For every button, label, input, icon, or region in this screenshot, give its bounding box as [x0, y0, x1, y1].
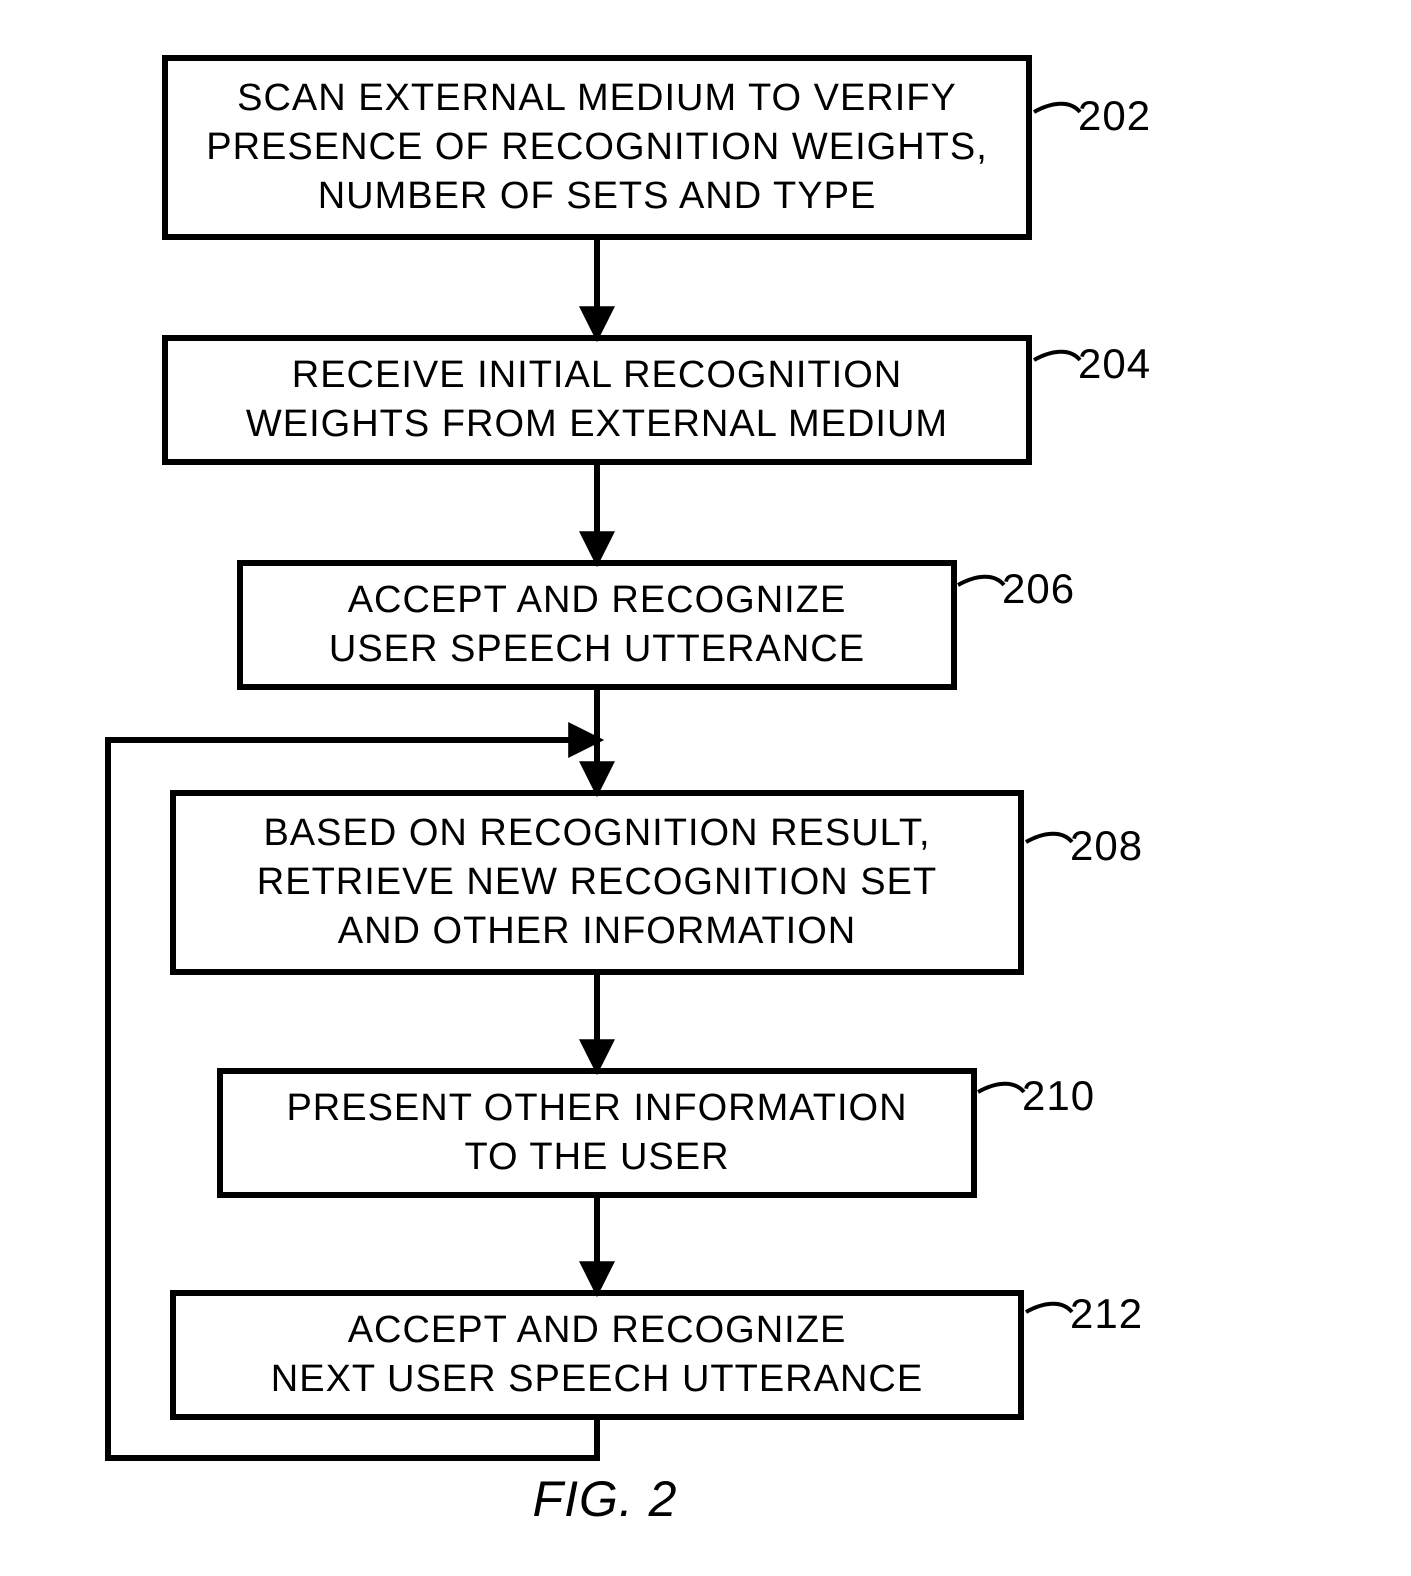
flowchart-step-b206: ACCEPT AND RECOGNIZEUSER SPEECH UTTERANC…	[237, 560, 957, 690]
reference-label-202: 202	[1078, 92, 1151, 140]
callout-b210	[978, 1084, 1024, 1092]
flowchart-step-text: WEIGHTS FROM EXTERNAL MEDIUM	[246, 400, 948, 449]
flowchart-step-text: ACCEPT AND RECOGNIZE	[329, 576, 865, 625]
flowchart-step-b212: ACCEPT AND RECOGNIZENEXT USER SPEECH UTT…	[170, 1290, 1024, 1420]
reference-label-206: 206	[1002, 565, 1075, 613]
reference-label-208: 208	[1070, 822, 1143, 870]
flowchart-step-b202: SCAN EXTERNAL MEDIUM TO VERIFYPRESENCE O…	[162, 55, 1032, 240]
flowchart-step-text: PRESENT OTHER INFORMATION	[286, 1084, 907, 1133]
flowchart-step-text: PRESENCE OF RECOGNITION WEIGHTS,	[206, 123, 988, 172]
flowchart-step-text: NUMBER OF SETS AND TYPE	[206, 172, 988, 221]
flowchart-step-b204: RECEIVE INITIAL RECOGNITIONWEIGHTS FROM …	[162, 335, 1032, 465]
callout-b208	[1026, 834, 1072, 842]
figure-caption: FIG. 2	[480, 1470, 730, 1528]
reference-label-204: 204	[1078, 340, 1151, 388]
flowchart-canvas: SCAN EXTERNAL MEDIUM TO VERIFYPRESENCE O…	[0, 0, 1411, 1576]
callout-b202	[1034, 104, 1080, 112]
flowchart-step-text: TO THE USER	[286, 1133, 907, 1182]
callout-b212	[1026, 1304, 1072, 1312]
flowchart-step-text: AND OTHER INFORMATION	[257, 907, 937, 956]
flowchart-step-text: RECEIVE INITIAL RECOGNITION	[246, 351, 948, 400]
flowchart-step-text: ACCEPT AND RECOGNIZE	[271, 1306, 923, 1355]
flowchart-step-text: USER SPEECH UTTERANCE	[329, 625, 865, 674]
flowchart-step-text: BASED ON RECOGNITION RESULT,	[257, 809, 937, 858]
flowchart-step-text: NEXT USER SPEECH UTTERANCE	[271, 1355, 923, 1404]
flowchart-step-text: RETRIEVE NEW RECOGNITION SET	[257, 858, 937, 907]
flowchart-step-b208: BASED ON RECOGNITION RESULT,RETRIEVE NEW…	[170, 790, 1024, 975]
reference-label-212: 212	[1070, 1290, 1143, 1338]
flowchart-step-b210: PRESENT OTHER INFORMATIONTO THE USER	[217, 1068, 977, 1198]
callout-b206	[958, 577, 1004, 585]
flowchart-step-text: SCAN EXTERNAL MEDIUM TO VERIFY	[206, 74, 988, 123]
callout-b204	[1034, 352, 1080, 360]
reference-label-210: 210	[1022, 1072, 1095, 1120]
